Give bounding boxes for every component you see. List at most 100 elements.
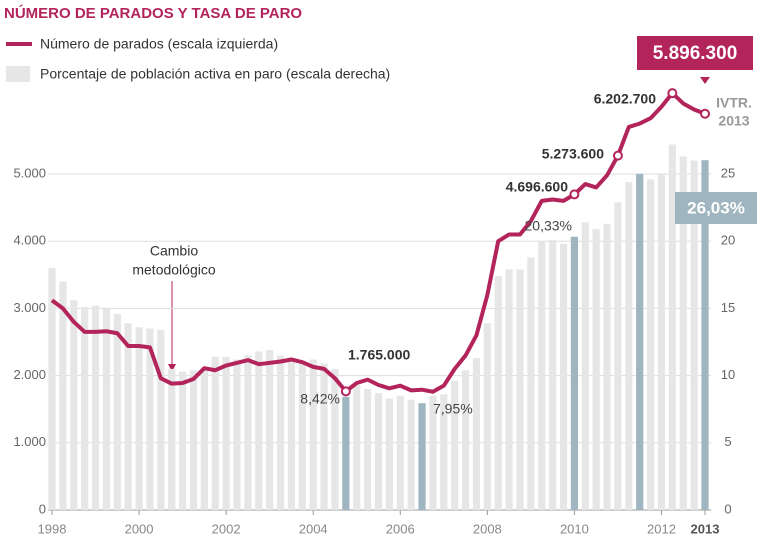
chart-title: NÚMERO DE PARADOS Y TASA DE PARO: [4, 4, 302, 22]
y-tick-label: 4.000: [13, 233, 46, 248]
bar: [646, 179, 655, 510]
line-label: 1.765.000: [348, 347, 410, 363]
bar: [538, 241, 546, 510]
x-tick-label: 2002: [212, 521, 241, 536]
bar: [255, 351, 263, 510]
point-marker: [612, 150, 623, 161]
annotation: metodológico: [132, 262, 215, 278]
y2-tick-label: 15: [721, 300, 735, 315]
bar: [440, 394, 448, 510]
bar: [298, 360, 306, 510]
bar: [614, 202, 622, 510]
y2-tick-label: 5: [724, 434, 731, 449]
bar: [91, 305, 100, 510]
y-tick-label: 3.000: [13, 300, 46, 315]
bar: [559, 243, 568, 510]
bar: [505, 269, 513, 510]
x-tick-label: 2004: [299, 521, 328, 536]
point-marker: [569, 189, 580, 200]
bar: [179, 371, 187, 510]
bar: [396, 395, 404, 510]
annotation: Cambio: [150, 243, 198, 259]
bar: [342, 396, 350, 510]
bar: [549, 239, 557, 510]
bar: [679, 156, 687, 510]
y2-tick-label: 0: [724, 501, 731, 516]
x-tick-label: 2012: [647, 521, 676, 536]
annotation: 2013: [718, 113, 749, 129]
bar: [81, 307, 89, 510]
bar: [461, 370, 470, 510]
point-marker: [700, 108, 710, 119]
bar: [102, 308, 111, 510]
x-tick-label: 1998: [38, 521, 67, 536]
bar: [157, 329, 165, 510]
bar: [374, 393, 383, 510]
bar: [451, 380, 459, 510]
annotation: IVTR.: [716, 95, 752, 111]
y-tick-label: 2.000: [13, 367, 46, 382]
annotation-arrow: [168, 364, 176, 372]
line-label: 5.273.600: [542, 146, 604, 162]
bar: [70, 300, 78, 510]
bar: [135, 327, 143, 510]
x-tick-label: 2006: [386, 521, 415, 536]
bar: [168, 368, 176, 510]
bar: [657, 174, 666, 510]
bar-label: 8,42%: [300, 391, 340, 407]
y-tick-label: 0: [39, 501, 46, 516]
bar-label: 7,95%: [433, 401, 473, 417]
y-tick-label: 5.000: [13, 165, 46, 180]
x-tick-label: 2008: [473, 521, 502, 536]
bar: [407, 399, 415, 510]
x-tick-label: 2010: [560, 521, 589, 536]
bar: [200, 367, 208, 510]
bar: [59, 281, 67, 510]
legend-label: Porcentaje de población activa en paro (…: [40, 66, 390, 82]
bar: [668, 144, 676, 510]
point-marker: [667, 88, 678, 99]
bar: [483, 323, 491, 510]
bar: [364, 389, 372, 510]
bar: [701, 160, 709, 510]
bar: [516, 269, 524, 510]
bar: [211, 356, 219, 510]
bar: [581, 222, 589, 510]
legend-label: Número de parados (escala izquierda): [40, 36, 278, 52]
bar: [527, 257, 535, 510]
line-label: 4.696.600: [506, 179, 568, 195]
bar: [146, 328, 154, 510]
legend-swatch: [6, 66, 30, 82]
y2-tick-label: 20: [721, 233, 735, 248]
bar: [353, 385, 361, 510]
bar-label: 20,33%: [525, 218, 572, 234]
bar: [603, 223, 611, 510]
bar: [418, 403, 426, 510]
point-marker: [340, 386, 351, 397]
bar: [385, 398, 393, 510]
line-label-box: [637, 36, 753, 70]
bar: [244, 355, 252, 510]
bar-label-box: [675, 192, 757, 224]
line-label-arrow: [700, 77, 710, 84]
y2-tick-label: 25: [721, 165, 735, 180]
bar: [494, 276, 502, 510]
line: [50, 91, 706, 394]
bar: [276, 355, 285, 510]
bar: [113, 313, 121, 510]
bar: [222, 356, 230, 510]
line-label: 5.896.300: [653, 43, 738, 64]
bar: [592, 229, 600, 510]
bar: [636, 174, 644, 510]
bar: [625, 182, 633, 510]
y2-tick-label: 10: [721, 367, 735, 382]
bar: [124, 323, 132, 510]
bar-label: 26,03%: [687, 198, 745, 217]
bar: [570, 236, 578, 510]
line-label: 6.202.700: [594, 91, 656, 107]
bar: [287, 358, 296, 510]
bar: [472, 358, 481, 510]
bar: [309, 359, 317, 510]
x-tick-label: 2013: [691, 521, 720, 536]
